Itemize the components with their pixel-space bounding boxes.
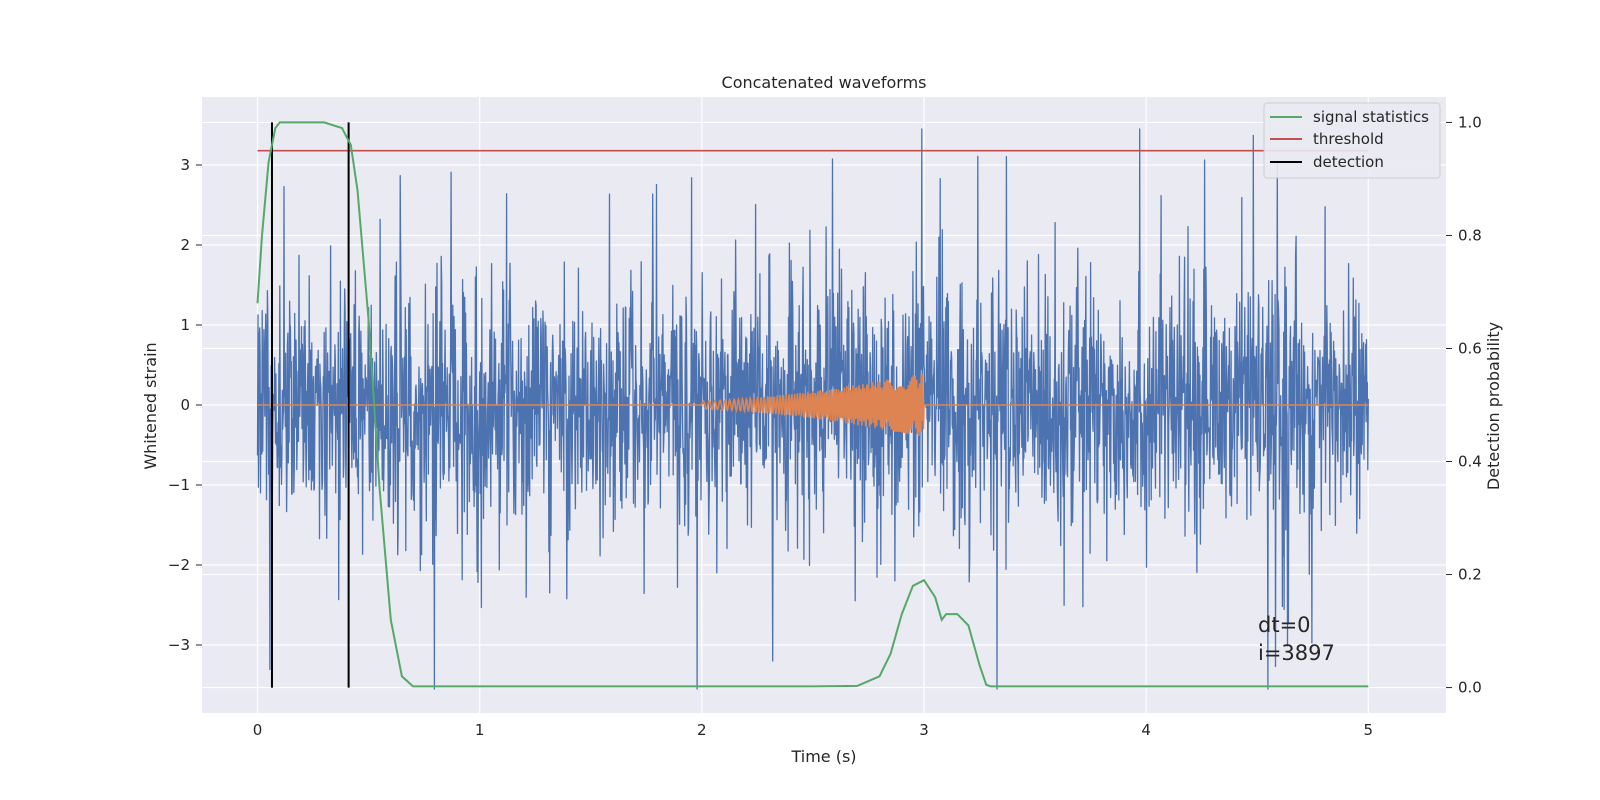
x-tick-label: 4 <box>1141 721 1151 739</box>
x-tick-label: 0 <box>253 721 263 739</box>
legend-label-detection: detection <box>1313 153 1384 171</box>
x-ticks: 0 1 2 3 4 5 <box>253 721 1373 739</box>
y2-ticks: 1.0 0.8 0.6 0.4 0.2 0.0 <box>1446 113 1482 697</box>
y-tick-label: −2 <box>168 556 190 574</box>
y2-tick-label: 0.6 <box>1458 339 1482 357</box>
legend-label-threshold: threshold <box>1313 130 1384 148</box>
annotation: dt=0 i=3897 <box>1258 613 1335 665</box>
legend-label-signal-statistics: signal statistics <box>1313 108 1429 126</box>
chart-title: Concatenated waveforms <box>722 73 927 92</box>
y-tick-label: 0 <box>180 396 190 414</box>
x-tick-label: 2 <box>697 721 707 739</box>
legend: signal statistics threshold detection <box>1263 102 1441 179</box>
y2-axis-title: Detection probability <box>1484 322 1503 490</box>
y2-tick-label: 0.2 <box>1458 566 1482 584</box>
legend-box <box>1263 102 1441 179</box>
y-ticks: 3 2 1 0 −1 −2 −3 <box>168 156 202 654</box>
y2-tick-label: 0.0 <box>1458 679 1482 697</box>
y2-tick-label: 1.0 <box>1458 113 1482 131</box>
x-tick-label: 5 <box>1363 721 1373 739</box>
template-series-line <box>257 373 1369 436</box>
x-tick-label: 1 <box>475 721 485 739</box>
y-tick-label: 2 <box>180 236 190 254</box>
annotation-index: i=3897 <box>1258 641 1335 665</box>
signal-statistics-line <box>256 121 1369 688</box>
y2-tick-label: 0.4 <box>1458 453 1482 471</box>
y-tick-label: 3 <box>180 156 190 174</box>
y-tick-label: 1 <box>180 316 190 334</box>
strain-series-line <box>256 128 1369 690</box>
annotation-dt: dt=0 <box>1258 613 1311 637</box>
y-tick-label: −1 <box>168 476 190 494</box>
y2-tick-label: 0.8 <box>1458 226 1482 244</box>
x-tick-label: 3 <box>919 721 929 739</box>
y-tick-label: −3 <box>168 636 190 654</box>
x-axis-title: Time (s) <box>790 747 856 766</box>
y-axis-title: Whitened strain <box>141 342 160 469</box>
plot-series <box>256 121 1369 690</box>
